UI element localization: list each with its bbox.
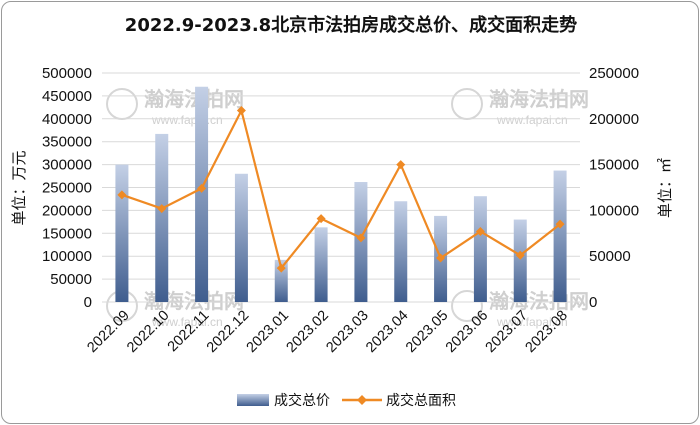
y-tick-label-right: 0 xyxy=(589,294,597,311)
watermark-logo-icon xyxy=(451,88,483,120)
bar xyxy=(473,196,487,302)
y-tick-label-left: 0 xyxy=(84,294,92,311)
y-tick-label-right: 150000 xyxy=(589,157,639,174)
x-tick-label: 2023.06 xyxy=(443,308,491,356)
x-tick-label: 2023.03 xyxy=(323,308,371,356)
line-point xyxy=(396,160,406,170)
bar xyxy=(115,164,129,302)
x-tick-label: 2023.01 xyxy=(244,308,292,356)
bar xyxy=(234,173,248,302)
watermark-url: www.fapai.cn xyxy=(496,113,568,127)
line-point xyxy=(157,204,167,214)
watermark-url: www.fapai.cn xyxy=(496,315,568,329)
line-series xyxy=(117,106,565,273)
y-axis-label-left: 单位：万元 xyxy=(10,150,28,225)
legend-line-label: 成交总面积 xyxy=(386,392,456,409)
watermark-text: 瀚海法拍网 xyxy=(144,87,244,111)
line-path xyxy=(121,107,561,271)
y-tick-label-left: 50000 xyxy=(50,271,92,288)
bar xyxy=(195,86,209,303)
right-axis-ticks: 0 50000 100000 150000 200000 250000 xyxy=(589,65,639,311)
bar xyxy=(553,170,567,302)
y-tick-label-left: 500000 xyxy=(42,65,92,82)
x-tick-label: 2023.05 xyxy=(403,308,451,356)
legend: 成交总价 成交总面积 xyxy=(237,392,456,409)
line-point xyxy=(236,106,246,116)
y-tick-label-left: 400000 xyxy=(42,111,92,128)
bar xyxy=(274,259,288,302)
x-tick-label: 2022.09 xyxy=(84,308,132,356)
y-tick-label-left: 300000 xyxy=(42,157,92,174)
y-tick-label-right: 200000 xyxy=(589,111,639,128)
chart-title: 2022.9-2023.8北京市法拍房成交总价、成交面积走势 xyxy=(125,14,577,36)
y-tick-label-right: 50000 xyxy=(589,248,631,265)
watermark-logo-icon xyxy=(451,290,483,322)
gridlines xyxy=(102,72,580,303)
bar xyxy=(314,227,328,302)
line-point xyxy=(117,190,127,200)
line-point xyxy=(555,219,565,229)
x-tick-label: 2023.04 xyxy=(363,308,411,356)
y-tick-label-right: 250000 xyxy=(589,65,639,82)
left-axis-ticks: 0 50000 100000 150000 200000 250000 300000 3500… xyxy=(42,65,92,311)
watermark: 瀚海法拍网 www.fapai.cn xyxy=(106,87,244,127)
y-tick-label-left: 150000 xyxy=(42,225,92,242)
bar xyxy=(155,133,169,302)
line-point xyxy=(276,263,286,273)
y-tick-label-left: 200000 xyxy=(42,202,92,219)
legend-bar-swatch xyxy=(237,394,269,406)
watermark-text: 瀚海法拍网 xyxy=(489,87,589,111)
x-tick-label: 2023.02 xyxy=(284,308,332,356)
bar xyxy=(513,219,527,302)
bar xyxy=(394,201,408,302)
line-point xyxy=(436,253,446,263)
watermark-text: 瀚海法拍网 xyxy=(489,289,589,313)
line-point xyxy=(475,226,485,236)
watermark-url: www.fapai.cn xyxy=(151,113,223,127)
y-tick-label-right: 100000 xyxy=(589,202,639,219)
line-point xyxy=(356,233,366,243)
legend-bar-label: 成交总价 xyxy=(274,392,330,409)
bar-series xyxy=(115,86,567,303)
legend-line-marker xyxy=(357,395,367,405)
y-tick-label-left: 100000 xyxy=(42,248,92,265)
line-point xyxy=(197,183,207,193)
watermark-url: www.fapai.cn xyxy=(151,315,223,329)
watermark: 瀚海法拍网 www.fapai.cn xyxy=(451,289,589,329)
y-tick-label-left: 450000 xyxy=(42,88,92,105)
y-tick-label-left: 350000 xyxy=(42,134,92,151)
x-tick-label: 2022.10 xyxy=(124,308,172,356)
y-axis-label-right: 单位：㎡ xyxy=(656,158,674,218)
watermark-logo-icon xyxy=(106,88,138,120)
y-tick-label-left: 250000 xyxy=(42,180,92,197)
watermark: 瀚海法拍网 www.fapai.cn xyxy=(451,87,589,127)
line-point xyxy=(515,250,525,260)
line-point xyxy=(316,214,326,224)
